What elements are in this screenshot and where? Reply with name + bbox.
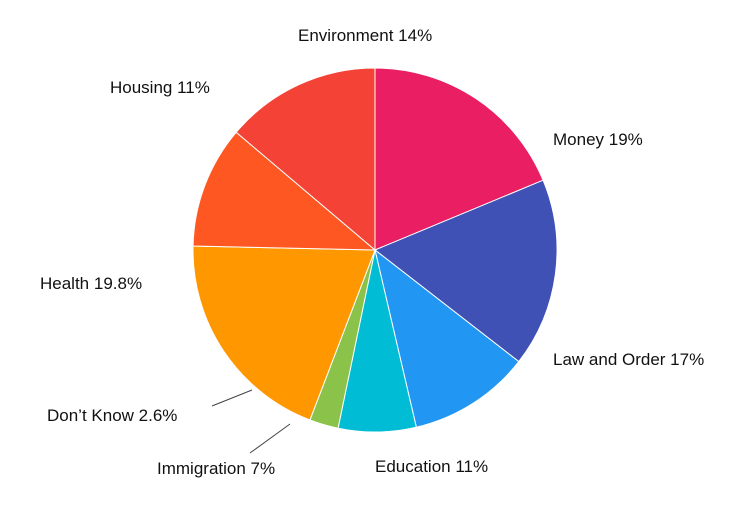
slice-label-health: Health 19.8% [40, 274, 142, 293]
leader-line-don-t-know [211, 389, 253, 407]
slices-layer [192, 67, 558, 433]
pie-slice-education [374, 248, 520, 428]
slice-label-don-t-know: Don’t Know 2.6% [47, 406, 177, 425]
leader-line-immigration [249, 423, 291, 454]
pie-slice-housing [192, 131, 377, 251]
pie-slice-law-and-order [374, 179, 558, 363]
leader-lines-layer [211, 389, 291, 454]
pie-slice-money [374, 67, 544, 251]
slice-label-immigration: Immigration 7% [157, 459, 275, 478]
slice-label-law-and-order: Law and Order 17% [553, 350, 704, 369]
slice-label-education: Education 11% [375, 457, 488, 476]
slice-label-environment: Environment 14% [298, 26, 432, 45]
slice-label-money: Money 19% [553, 130, 643, 149]
pie-slice-environment [235, 67, 376, 252]
labels-layer: Money 19% Law and Order 17% Education 11% I… [40, 26, 704, 478]
slice-label-housing: Housing 11% [110, 78, 210, 97]
pie-slice-health [192, 245, 376, 421]
